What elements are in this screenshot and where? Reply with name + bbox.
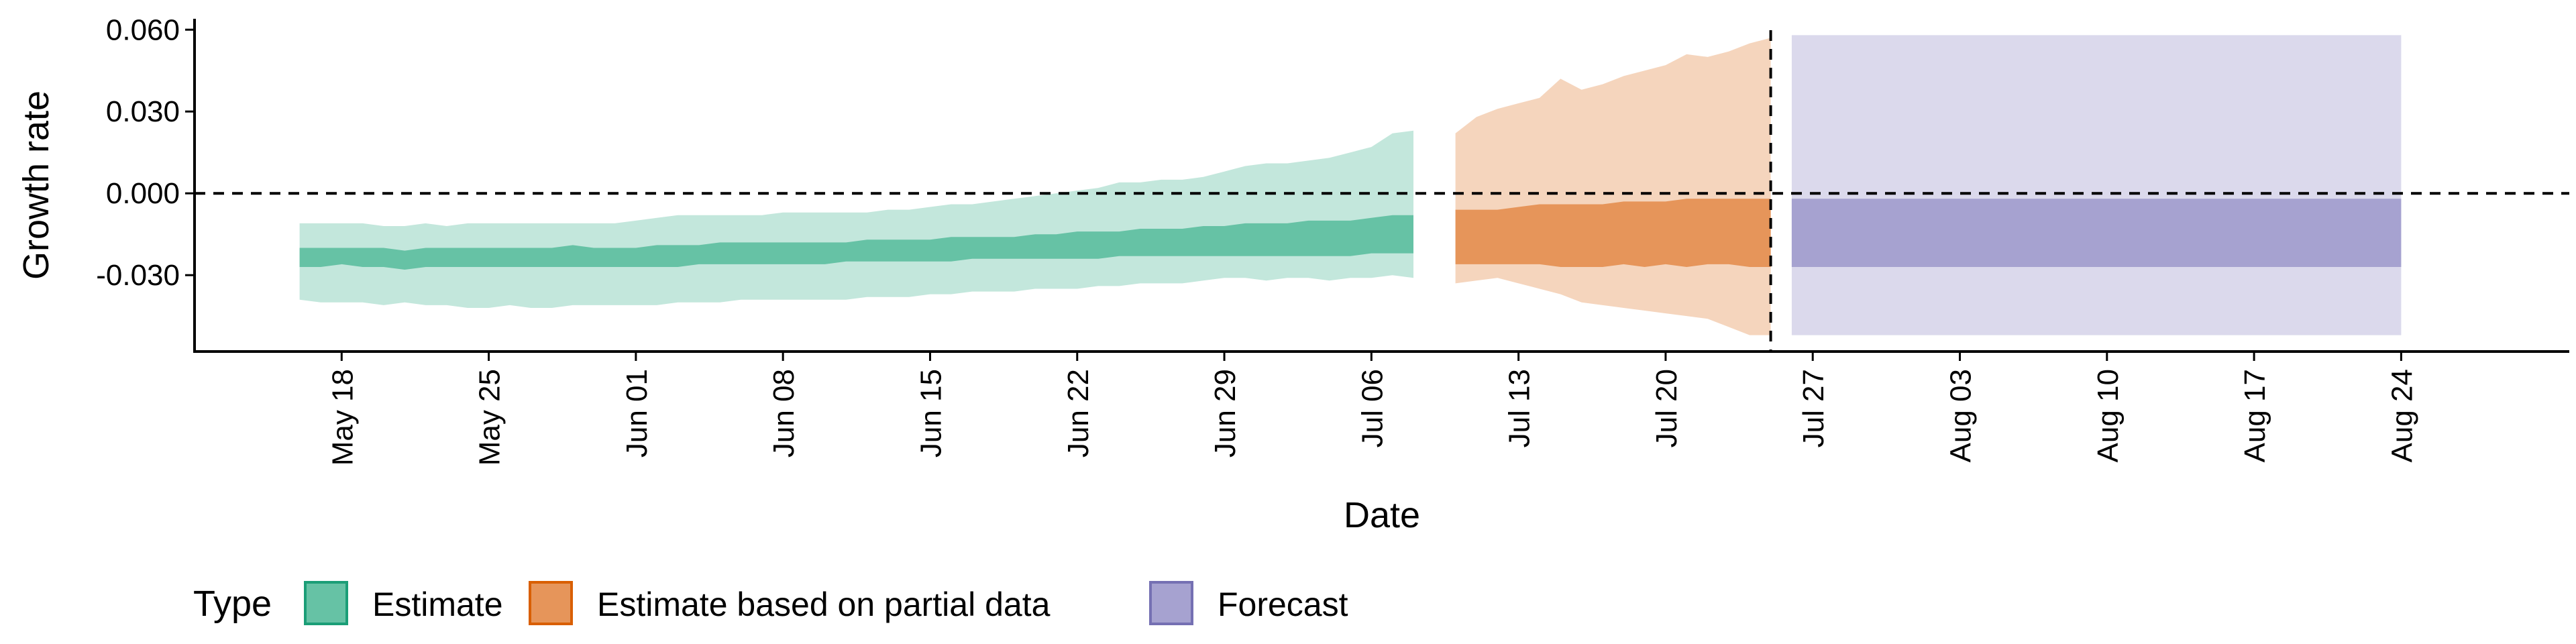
legend-label-2: Forecast — [1218, 586, 1348, 623]
band-layer — [299, 35, 2402, 335]
x-tick-label: Aug 10 — [2092, 369, 2125, 462]
forecast-inner-band — [1791, 199, 2402, 267]
x-tick-label: May 18 — [326, 369, 359, 466]
y-tick-label: -0.030 — [96, 259, 180, 292]
y-axis-title: Growth rate — [16, 91, 56, 280]
x-tick-label: Jun 22 — [1062, 369, 1095, 458]
x-tick-label: Aug 17 — [2239, 369, 2271, 462]
x-ticks: May 18 May 25 Jun 01 Jun 08 Jun 15 Jun 22 Jun … — [326, 352, 2418, 466]
legend-key-2 — [1149, 581, 1193, 625]
x-tick-label: May 25 — [474, 369, 506, 466]
x-tick-label: Jul 27 — [1797, 369, 1830, 447]
x-tick-label: Jun 15 — [914, 369, 947, 458]
x-tick-label: Aug 24 — [2385, 369, 2418, 462]
x-tick-label: Jun 29 — [1209, 369, 1242, 458]
legend-label-1: Estimate based on partial data — [597, 586, 1051, 623]
estimate-based-on-partial-data-outer-band — [1455, 38, 1771, 335]
reference-lines — [195, 30, 2569, 352]
x-tick-label: Jun 08 — [767, 369, 800, 458]
x-tick-label: Aug 03 — [1945, 369, 1978, 462]
legend-label-0: Estimate — [372, 586, 503, 623]
axes: -0.030 0.000 0.030 0.060 May 18 May 25 Jun 01… — [96, 13, 2569, 466]
legend-key-1 — [529, 581, 573, 625]
y-tick-label: 0.000 — [106, 177, 180, 210]
legend-title: Type — [193, 584, 272, 624]
x-tick-label: Jul 13 — [1503, 369, 1536, 447]
estimate-outer-band — [299, 130, 1414, 308]
x-tick-label: Jun 01 — [621, 369, 653, 458]
forecast-outer-band — [1791, 35, 2402, 335]
y-tick-label: 0.060 — [106, 13, 180, 46]
legend-key-0 — [304, 581, 348, 625]
legend: Type Estimate Estimate based on partial d… — [193, 581, 1348, 625]
y-tick-label: 0.030 — [106, 95, 180, 128]
x-tick-label: Jul 06 — [1356, 369, 1389, 447]
y-ticks: -0.030 0.000 0.030 0.060 — [96, 13, 195, 292]
estimate-inner-band — [299, 215, 1414, 270]
x-tick-label: Jul 20 — [1650, 369, 1683, 447]
x-axis-title: Date — [1344, 495, 1420, 535]
estimate-based-on-partial-data-inner-band — [1455, 199, 1771, 267]
